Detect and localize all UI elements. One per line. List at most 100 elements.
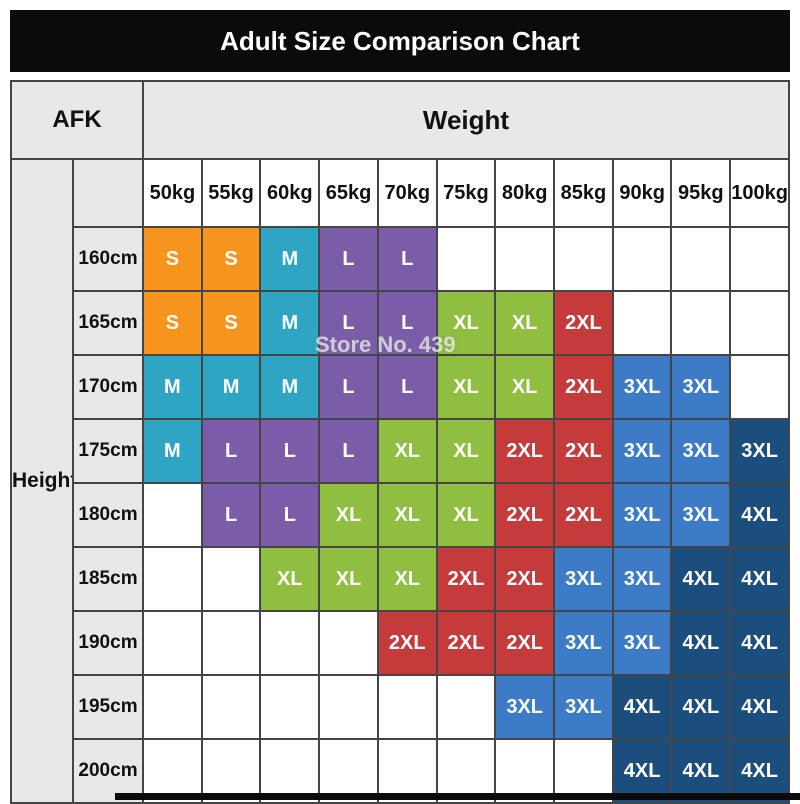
size-cell-3xl: 3XL — [611, 354, 673, 420]
size-cell-xl: XL — [318, 546, 379, 612]
size-cell-empty — [729, 226, 790, 292]
weight-header-row: Height 50kg 55kg 60kg 65kg 70kg 75kg 80kg 85kg 9… — [10, 158, 790, 804]
height-row-label: 185cm — [71, 546, 145, 612]
size-cell-s: S — [200, 290, 262, 356]
size-cell-xl: XL — [435, 290, 497, 356]
size-cell-xl: XL — [376, 482, 438, 548]
size-cell-2xl: 2XL — [435, 546, 497, 612]
size-cell-3xl: 3XL — [611, 610, 673, 676]
height-row-label: 160cm — [71, 226, 145, 292]
size-cell-xl: XL — [494, 354, 556, 420]
size-cell-empty — [142, 610, 203, 676]
weight-col-label: 80kg — [494, 158, 556, 228]
weight-col-label: 70kg — [376, 158, 438, 228]
size-cell-2xl: 2XL — [494, 482, 556, 548]
size-cell-empty — [494, 226, 556, 292]
height-row-label: 175cm — [71, 418, 145, 484]
size-cell-empty — [200, 674, 262, 740]
height-row-label: 200cm — [71, 738, 145, 804]
weight-col-label: 100kg — [729, 158, 790, 228]
size-cell-xl: XL — [435, 482, 497, 548]
size-cell-2xl: 2XL — [553, 290, 614, 356]
size-cell-empty — [142, 546, 203, 612]
size-cell-empty — [318, 610, 379, 676]
bottom-partial-bar — [115, 793, 800, 800]
size-cell-2xl: 2XL — [553, 482, 614, 548]
height-row: 195cm 3XL 3XL 4XL 4XL 4XL — [11, 674, 790, 740]
height-row: 160cm S S M L L — [11, 226, 790, 292]
size-cell-s: S — [142, 226, 203, 292]
size-cell-2xl: 2XL — [494, 418, 556, 484]
size-cell-l: L — [318, 418, 379, 484]
height-row: 180cm L L XL XL XL 2XL 2XL 3XL 3XL 4XL — [11, 482, 790, 548]
size-cell-empty — [670, 226, 732, 292]
height-row-label: 165cm — [71, 290, 145, 356]
size-cell-empty — [729, 290, 790, 356]
height-row-label: 190cm — [71, 610, 145, 676]
size-table-body: AFK Weight Height 50kg 55kg 60kg 65kg 70kg 75… — [9, 80, 790, 804]
weight-col-label: 50kg — [142, 158, 203, 228]
weight-col-label: 85kg — [553, 158, 614, 228]
size-cell-empty — [200, 610, 262, 676]
size-cell-l: L — [259, 418, 321, 484]
weight-col-label: 95kg — [670, 158, 732, 228]
size-cell-l: L — [376, 290, 438, 356]
weight-col-label: 60kg — [259, 158, 321, 228]
size-cell-3xl: 3XL — [611, 546, 673, 612]
size-cell-l: L — [376, 226, 438, 292]
height-row: 190cm 2XL 2XL 2XL 3XL 3XL 4XL 4XL — [11, 610, 790, 676]
size-cell-4xl: 4XL — [729, 482, 790, 548]
weight-col-label: 90kg — [611, 158, 673, 228]
size-cell-3xl: 3XL — [553, 610, 614, 676]
size-cell-s: S — [200, 226, 262, 292]
size-cell-m: M — [142, 418, 203, 484]
size-cell-2xl: 2XL — [494, 546, 556, 612]
size-cell-empty — [670, 290, 732, 356]
size-cell-2xl: 2XL — [435, 610, 497, 676]
size-cell-xl: XL — [435, 354, 497, 420]
size-cell-l: L — [318, 290, 379, 356]
size-cell-empty — [142, 482, 203, 548]
size-cell-m: M — [259, 290, 321, 356]
size-cell-empty — [259, 674, 321, 740]
size-cell-xl: XL — [259, 546, 321, 612]
size-cell-xl: XL — [318, 482, 379, 548]
size-cell-l: L — [200, 418, 262, 484]
weight-col-label: 65kg — [318, 158, 379, 228]
size-cell-3xl: 3XL — [611, 418, 673, 484]
size-cell-s: S — [142, 290, 203, 356]
size-cell-4xl: 4XL — [670, 674, 732, 740]
size-cell-empty — [611, 290, 673, 356]
size-cell-4xl: 4XL — [729, 610, 790, 676]
size-cell-m: M — [259, 354, 321, 420]
weight-axis-header: Weight — [142, 80, 790, 160]
height-row: 185cm XL XL XL 2XL 2XL 3XL 3XL 4XL 4XL — [11, 546, 790, 612]
corner-cell: AFK — [9, 80, 145, 160]
size-cell-xl: XL — [376, 418, 438, 484]
size-cell-empty — [435, 674, 497, 740]
size-cell-empty — [200, 546, 262, 612]
size-cell-l: L — [259, 482, 321, 548]
size-cell-l: L — [318, 226, 379, 292]
size-cell-empty — [553, 226, 614, 292]
size-table: AFK Weight Height 50kg 55kg 60kg 65kg 70kg 75… — [9, 80, 790, 804]
size-cell-empty — [729, 354, 790, 420]
size-cell-2xl: 2XL — [553, 354, 614, 420]
size-cell-l: L — [200, 482, 262, 548]
size-cell-3xl: 3XL — [611, 482, 673, 548]
weight-col-label: 75kg — [435, 158, 497, 228]
size-cell-empty — [611, 226, 673, 292]
size-cell-4xl: 4XL — [670, 610, 732, 676]
size-cell-l: L — [318, 354, 379, 420]
size-cell-xl: XL — [435, 418, 497, 484]
size-cell-2xl: 2XL — [376, 610, 438, 676]
axis-header-row: AFK Weight — [9, 80, 790, 160]
size-cell-m: M — [142, 354, 203, 420]
height-axis-header: Height — [10, 158, 74, 804]
size-cell-4xl: 4XL — [611, 674, 673, 740]
height-row-label: 170cm — [71, 354, 145, 420]
size-cell-3xl: 3XL — [494, 674, 556, 740]
size-cell-3xl: 3XL — [670, 418, 732, 484]
height-row: 170cm M M M L L XL XL 2XL 3XL 3XL — [11, 354, 790, 420]
size-cell-4xl: 4XL — [729, 674, 790, 740]
